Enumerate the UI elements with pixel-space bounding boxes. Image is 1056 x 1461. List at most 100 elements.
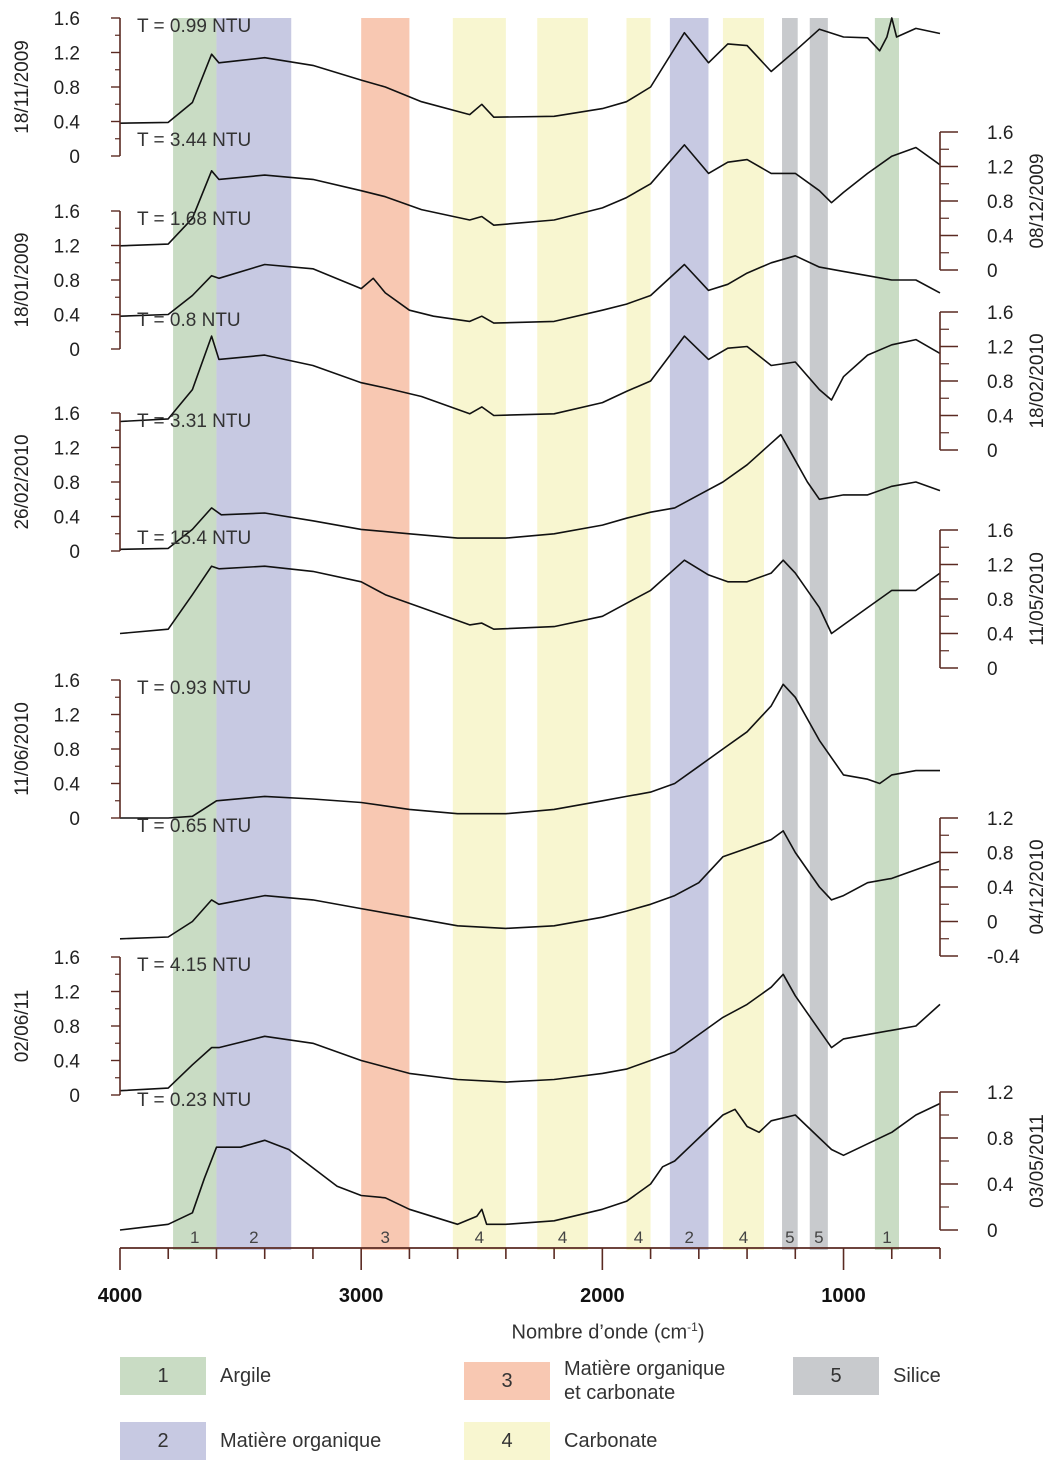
y-tick-label: 0 (987, 1221, 998, 1242)
band-number: 1 (190, 1228, 199, 1247)
band-number: 2 (684, 1228, 693, 1247)
y-tick-label: 1.6 (54, 202, 80, 223)
y-tick-label: 0.8 (987, 192, 1013, 213)
band-number: 3 (381, 1228, 390, 1247)
y-tick-label: 0.8 (987, 590, 1013, 611)
band-number: 4 (739, 1228, 748, 1247)
y-tick-label: 1.2 (54, 439, 80, 460)
y-tick-label: 1.2 (54, 237, 80, 258)
series-date-label: 02/06/11 (12, 990, 33, 1063)
x-tick-label: 4000 (98, 1285, 143, 1307)
y-tick-label: 0 (69, 542, 80, 563)
y-tick-label: 0.8 (987, 844, 1013, 865)
turbidity-label: T = 0.23 NTU (137, 1090, 251, 1111)
y-tick-label: 1.2 (987, 809, 1013, 830)
band-5 (782, 18, 798, 1250)
x-axis-title: Nombre d’onde (cm-1) (0, 1320, 1056, 1345)
y-tick-label: 1.2 (987, 1083, 1013, 1104)
band-number: 4 (634, 1228, 643, 1247)
y-tick-label: 1.2 (54, 706, 80, 727)
turbidity-label: T = 0.65 NTU (137, 816, 251, 837)
y-tick-label: 0 (987, 441, 998, 462)
y-tick-label: 0 (69, 1086, 80, 1107)
band-2 (216, 18, 292, 1250)
y-tick-label: 0.4 (54, 508, 81, 529)
y-tick-label: 0 (987, 659, 998, 680)
spectrum-line (120, 683, 940, 819)
band-4 (626, 18, 651, 1250)
y-tick-label: 0.8 (987, 372, 1013, 393)
y-tick-label: 1.2 (987, 338, 1013, 359)
band-1 (173, 18, 217, 1250)
spectrum-line (119, 17, 941, 124)
turbidity-label: T = 15.4 NTU (137, 528, 251, 549)
series-date-label: 18/01/2009 (12, 232, 33, 327)
y-tick-label: 1.2 (987, 158, 1013, 179)
turbidity-label: T = 4.15 NTU (137, 955, 251, 976)
band-number: 1 (882, 1228, 891, 1247)
y-tick-label: 0.4 (54, 113, 81, 134)
y-tick-label: 0 (69, 340, 80, 361)
series-date-label: 18/02/2010 (1027, 333, 1048, 428)
y-tick-label: 0 (987, 913, 998, 934)
spectrum-line (119, 1102, 941, 1231)
y-tick-label: 1.6 (987, 123, 1013, 144)
turbidity-label: T = 0.8 NTU (137, 310, 241, 331)
x-tick-label: 3000 (339, 1285, 384, 1307)
band-3 (361, 18, 410, 1250)
y-tick-label: 0.4 (987, 1175, 1014, 1196)
y-tick-label: 0.4 (987, 227, 1014, 248)
spectrum-line (119, 255, 941, 324)
x-axis-label: Nombre d’onde (cm (511, 1321, 688, 1344)
band-number: 4 (475, 1228, 484, 1247)
turbidity-label: T = 3.31 NTU (137, 411, 251, 432)
x-tick-label: 1000 (821, 1285, 866, 1307)
series-date-label: 08/12/2009 (1027, 153, 1048, 248)
y-tick-label: 1.2 (54, 44, 80, 65)
y-tick-label: 0 (69, 147, 80, 168)
y-tick-label: 0.8 (54, 271, 80, 292)
y-tick-label: 0 (987, 261, 998, 282)
spectrum-line (119, 973, 941, 1092)
band-number: 5 (785, 1228, 794, 1247)
y-tick-label: 1.2 (987, 556, 1013, 577)
y-tick-label: 1.2 (54, 983, 80, 1004)
y-tick-label: 0.4 (987, 625, 1014, 646)
band-2 (669, 18, 709, 1250)
x-axis-label-close: ) (697, 1321, 705, 1344)
band-number: 2 (249, 1228, 258, 1247)
turbidity-label: T = 0.99 NTU (137, 16, 251, 37)
series-date-label: 03/05/2011 (1027, 1114, 1048, 1208)
spectrum-line (119, 559, 941, 635)
series-date-label: 11/06/2010 (12, 702, 33, 796)
y-tick-label: 1.6 (54, 671, 80, 692)
x-axis-unit-exponent: -1 (687, 1320, 698, 1334)
y-tick-label: 0.4 (54, 775, 81, 796)
band-1 (874, 18, 899, 1250)
y-tick-label: 0.8 (54, 78, 80, 99)
y-tick-label: 0.4 (987, 878, 1014, 899)
y-tick-label: 0.4 (54, 1052, 81, 1073)
spectrum-line (119, 144, 941, 247)
y-tick-label: 0.4 (54, 306, 81, 327)
y-tick-label: 0.8 (54, 740, 80, 761)
band-number: 5 (814, 1228, 823, 1247)
y-tick-label: 0 (69, 809, 80, 830)
spectrum-line (119, 433, 941, 551)
y-tick-label: 1.6 (54, 9, 80, 30)
y-tick-label: 0.8 (54, 473, 80, 494)
band-5 (809, 18, 828, 1250)
turbidity-label: T = 0.93 NTU (137, 678, 251, 699)
y-tick-label: 0.8 (987, 1129, 1013, 1150)
y-tick-label: 1.6 (54, 404, 80, 425)
series-date-label: 04/12/2010 (1027, 839, 1048, 934)
y-tick-label: 1.6 (54, 948, 80, 969)
y-tick-label: 0.4 (987, 407, 1014, 428)
spectrum-line (119, 335, 941, 423)
spectrum-line (119, 830, 941, 940)
series-date-label: 26/02/2010 (12, 434, 33, 529)
series-date-label: 11/05/2010 (1027, 552, 1048, 646)
band-4 (452, 18, 506, 1250)
y-tick-label: -0.4 (987, 947, 1020, 968)
